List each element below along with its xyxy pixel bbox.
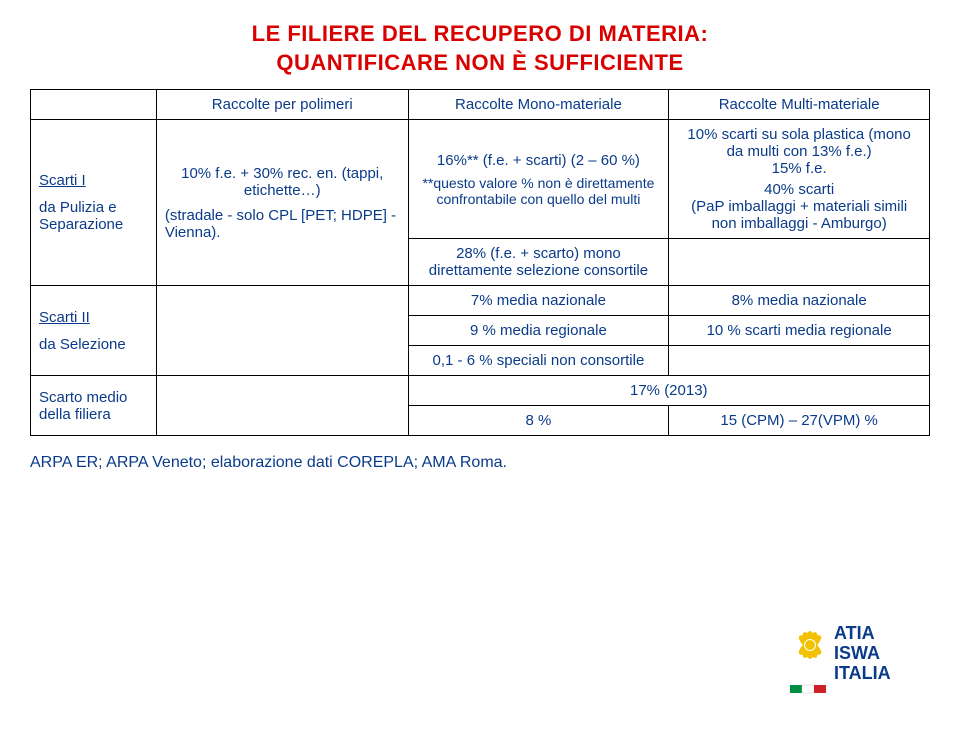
scarti-i-label: Scarti I [39,172,86,189]
cell-polimeri-scarti-ii [156,286,408,376]
rowhead-scarti-ii: Scarti II da Selezione [31,286,157,376]
cell-mono-28: 28% (f.e. + scarto) mono direttamente se… [408,239,669,286]
cell-multi-empty2 [669,346,930,376]
cell-polimeri-scarti-i: 10% f.e. + 30% rec. en. (tappi, etichett… [156,120,408,286]
multi-line3: 40% scarti [677,181,921,198]
row-scarto-medio-a: Scarto medio della filiera 17% (2013) [31,376,930,406]
row-scarti-ii-a: Scarti II da Selezione 7% media nazional… [31,286,930,316]
cell-mono-7: 7% media nazionale [408,286,669,316]
mono-line2: **questo valore % non è direttamente con… [417,175,661,207]
logo-text-1: ATIA [834,623,875,643]
logo-atia-iswa: ATIA ISWA ITALIA [790,617,900,702]
multi-line2: 15% f.e. [677,160,921,177]
logo-text-3: ITALIA [834,663,891,683]
cell-multi-scarti-i: 10% scarti su sola plastica (mono da mul… [669,120,930,239]
polimeri-line2: (stradale - solo CPL [PET; HDPE] - Vienn… [165,207,400,241]
cell-multi-8: 8% media nazionale [669,286,930,316]
title-block: LE FILIERE DEL RECUPERO DI MATERIA: QUAN… [30,20,930,77]
rowhead-scarti-i: Scarti I da Pulizia e Separazione [31,120,157,286]
logo-text-2: ISWA [834,643,880,663]
main-table: Raccolte per polimeri Raccolte Mono-mate… [30,89,930,436]
cell-multi-empty [669,239,930,286]
scarti-i-sub: da Pulizia e Separazione [39,199,148,233]
header-polimeri: Raccolte per polimeri [156,90,408,120]
cell-8pct: 8 % [408,406,669,436]
cell-mono-scarti-i: 16%** (f.e. + scarti) (2 – 60 %) **quest… [408,120,669,239]
title-line-2: QUANTIFICARE NON È SUFFICIENTE [30,49,930,78]
logo-svg: ATIA ISWA ITALIA [790,617,900,697]
title-line-1: LE FILIERE DEL RECUPERO DI MATERIA: [30,20,930,49]
rowhead-scarto-medio: Scarto medio della filiera [31,376,157,436]
table-header-row: Raccolte per polimeri Raccolte Mono-mate… [31,90,930,120]
cell-mono-9: 9 % media regionale [408,316,669,346]
cell-17-2013: 17% (2013) [408,376,929,406]
cell-polimeri-medio [156,376,408,436]
page: LE FILIERE DEL RECUPERO DI MATERIA: QUAN… [30,20,930,720]
cell-mono-speciali: 0,1 - 6 % speciali non consortile [408,346,669,376]
cell-multi-10: 10 % scarti media regionale [669,316,930,346]
scarti-ii-sub: da Selezione [39,336,148,353]
mono-line1: 16%** (f.e. + scarti) (2 – 60 %) [417,152,661,169]
row-scarti-i: Scarti I da Pulizia e Separazione 10% f.… [31,120,930,239]
polimeri-line1: 10% f.e. + 30% rec. en. (tappi, etichett… [165,165,400,199]
header-multi: Raccolte Multi-materiale [669,90,930,120]
multi-line1: 10% scarti su sola plastica (mono da mul… [677,126,921,160]
source-line: ARPA ER; ARPA Veneto; elaborazione dati … [30,454,930,472]
header-mono: Raccolte Mono-materiale [408,90,669,120]
header-empty [31,90,157,120]
cell-15-27: 15 (CPM) – 27(VPM) % [669,406,930,436]
multi-line4: (PaP imballaggi + materiali simili non i… [677,198,921,232]
scarti-ii-label: Scarti II [39,309,90,326]
